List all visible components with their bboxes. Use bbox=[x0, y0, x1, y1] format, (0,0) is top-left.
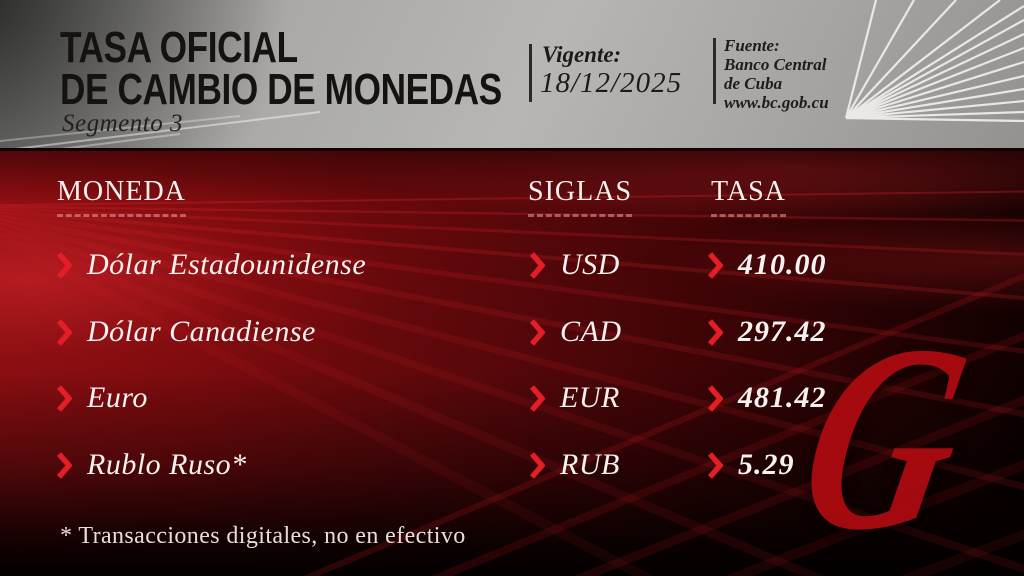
vigente-date: 18/12/2025 bbox=[540, 67, 683, 100]
fuente-org-line2: de Cuba bbox=[724, 74, 783, 94]
page-title-line2: DE CAMBIO DE MONEDAS bbox=[60, 65, 502, 114]
chevron-right-icon bbox=[707, 251, 723, 279]
cell-moneda: Euro bbox=[56, 375, 148, 421]
table-row: Euro EUR 481.42 bbox=[0, 375, 1024, 421]
chevron-right-icon bbox=[56, 451, 72, 479]
vigente-divider-bar bbox=[529, 44, 532, 102]
chevron-right-icon bbox=[529, 318, 545, 346]
currency-code: CAD bbox=[560, 315, 622, 348]
table-row: Rublo Ruso* RUB 5.29 bbox=[0, 442, 1024, 488]
currency-name: Rublo Ruso* bbox=[87, 448, 247, 481]
chevron-right-icon bbox=[529, 384, 545, 412]
column-header-tasa: TASA bbox=[711, 177, 786, 218]
cell-tasa: 5.29 bbox=[707, 442, 795, 488]
cell-moneda: Dólar Estadounidense bbox=[56, 242, 366, 288]
segment-subtitle: Segmento 3 bbox=[62, 110, 183, 137]
chevron-right-icon bbox=[707, 451, 723, 479]
cell-moneda: Rublo Ruso* bbox=[56, 442, 247, 488]
cell-siglas: RUB bbox=[529, 442, 620, 488]
column-header-moneda: MONEDA bbox=[57, 177, 186, 218]
vigente-label: Vigente: bbox=[542, 42, 622, 67]
cell-siglas: USD bbox=[529, 242, 620, 288]
table-row: Dólar Estadounidense USD 410.00 bbox=[0, 242, 1024, 288]
cell-siglas: EUR bbox=[529, 375, 620, 421]
exchange-rate: 481.42 bbox=[738, 381, 827, 414]
cell-tasa: 410.00 bbox=[707, 242, 827, 288]
footnote: * Transacciones digitales, no en efectiv… bbox=[60, 523, 466, 549]
chevron-right-icon bbox=[56, 384, 72, 412]
cell-moneda: Dólar Canadiense bbox=[56, 309, 316, 355]
exchange-rate: 5.29 bbox=[738, 448, 795, 481]
fuente-block: Fuente: Banco Central de Cuba www.bc.gob… bbox=[713, 36, 829, 112]
fuente-org-line1: Banco Central bbox=[724, 55, 827, 75]
cell-siglas: CAD bbox=[529, 309, 622, 355]
chevron-right-icon bbox=[529, 251, 545, 279]
chevron-right-icon bbox=[56, 318, 72, 346]
cell-tasa: 481.42 bbox=[707, 375, 827, 421]
column-header-siglas: SIGLAS bbox=[528, 177, 633, 218]
fuente-divider-bar bbox=[713, 38, 716, 104]
page-title-line1: TASA OFICIAL bbox=[60, 23, 298, 72]
chevron-right-icon bbox=[56, 251, 72, 279]
table-row: Dólar Canadiense CAD 297.42 bbox=[0, 309, 1024, 355]
currency-code: EUR bbox=[560, 381, 620, 414]
header-body-separator bbox=[0, 148, 1024, 151]
currency-name: Euro bbox=[87, 381, 148, 414]
currency-code: USD bbox=[560, 248, 620, 281]
currency-name: Dólar Canadiense bbox=[87, 315, 316, 348]
exchange-rate: 297.42 bbox=[738, 315, 827, 348]
exchange-rate: 410.00 bbox=[738, 248, 827, 281]
rates-panel: G MONEDA SIGLAS TASA Dólar Estadounidens… bbox=[0, 151, 1024, 576]
header-band: TASA OFICIAL DE CAMBIO DE MONEDAS Segmen… bbox=[0, 0, 1024, 148]
cell-tasa: 297.42 bbox=[707, 309, 827, 355]
currency-name: Dólar Estadounidense bbox=[87, 248, 367, 281]
chevron-right-icon bbox=[707, 318, 723, 346]
fuente-url: www.bc.gob.cu bbox=[724, 93, 829, 113]
currency-code: RUB bbox=[560, 448, 620, 481]
fuente-label: Fuente: bbox=[724, 36, 780, 55]
chevron-right-icon bbox=[707, 384, 723, 412]
chevron-right-icon bbox=[529, 451, 545, 479]
vigente-block: Vigente: 18/12/2025 bbox=[529, 42, 683, 102]
